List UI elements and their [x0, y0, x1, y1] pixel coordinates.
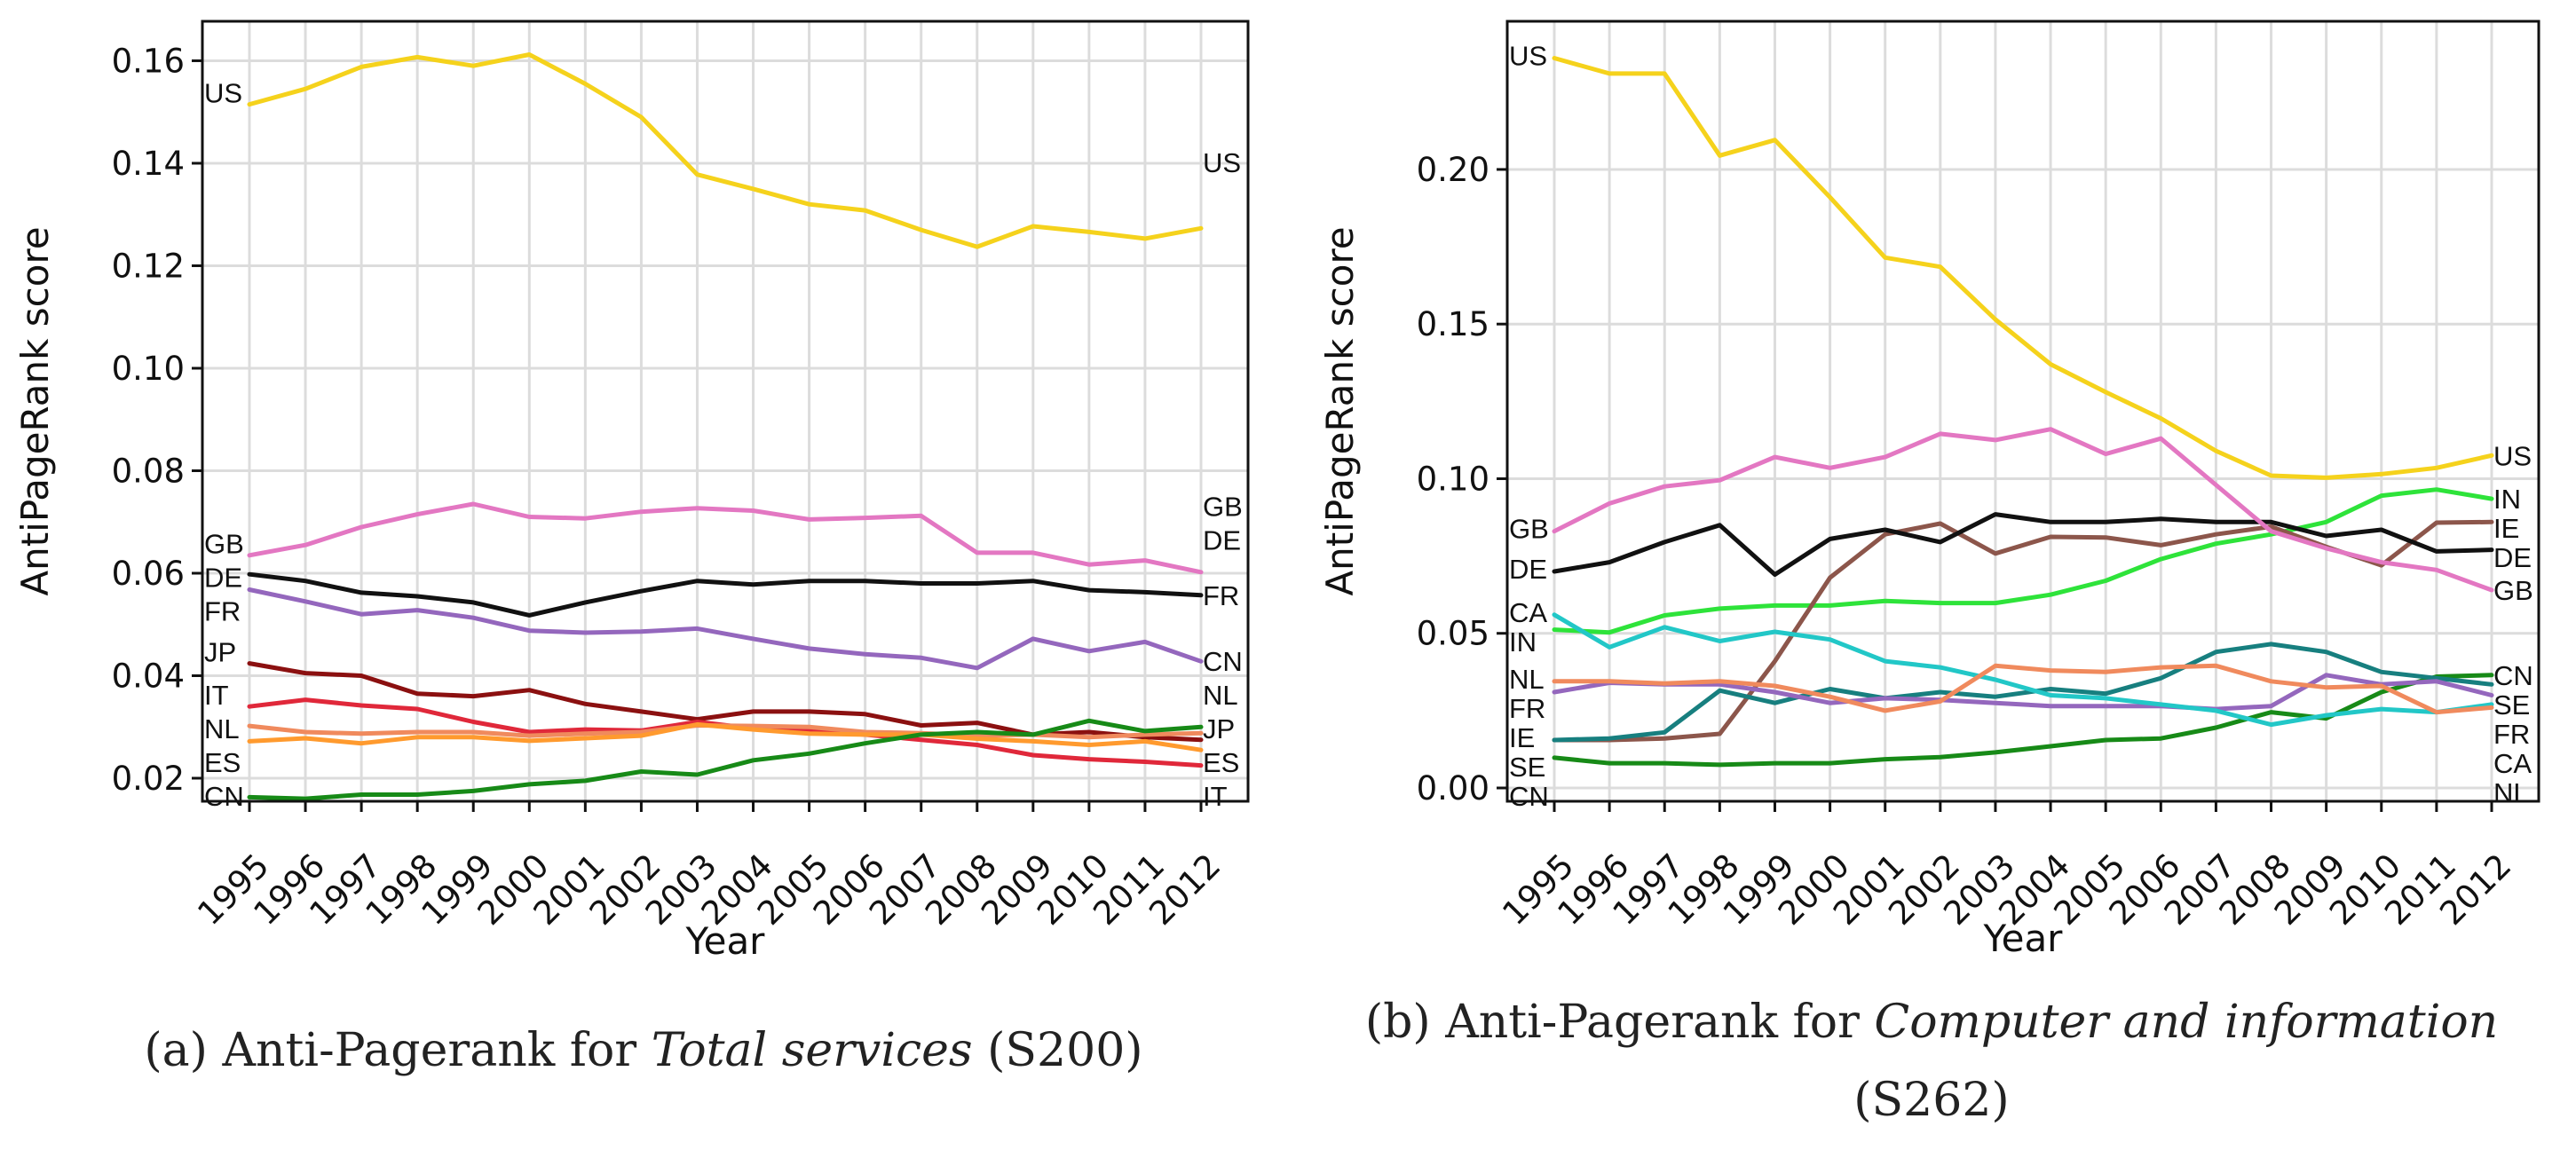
series-label-right-in: IN — [2493, 484, 2521, 515]
series-label-right-fr: FR — [1203, 580, 1239, 611]
series-label-left-gb: GB — [204, 529, 244, 560]
y-tick-label: 0.20 — [1417, 151, 1489, 189]
y-tick-label: 0.05 — [1417, 615, 1489, 653]
series-label-left-us: US — [204, 77, 242, 108]
series-label-left-it: IT — [204, 680, 229, 711]
grid — [202, 21, 1248, 801]
series-label-right-de: DE — [1203, 525, 1241, 556]
caption-b-suffix: (S262) — [1853, 1074, 2010, 1127]
plot-frame — [1505, 20, 2540, 803]
series-label-left-fr: FR — [204, 596, 241, 627]
series-label-right-ie: IE — [2493, 513, 2519, 544]
series-line-ca — [1552, 612, 2494, 728]
y-axis-label: AntiPageRank score — [1318, 226, 1362, 595]
series-label-right-us: US — [1203, 147, 1241, 178]
caption-b-italic: Computer and information — [1874, 996, 2499, 1049]
series-label-left-fr: FR — [1509, 693, 1545, 724]
series-label-left-ie: IE — [1509, 722, 1535, 753]
series-label-right-gb: GB — [2493, 575, 2533, 606]
caption-a-italic: Total services — [651, 1024, 973, 1077]
anti-pagerank-total-services-chart: 0.02 0.04 0.06 0.08 0.10 0.12 0.14 0.16 19951996… — [13, 20, 1250, 963]
series-line-us — [247, 52, 1204, 249]
series-label-right-es: ES — [1203, 747, 1239, 778]
series-label-right-cn: CN — [2493, 660, 2533, 691]
series-label-left-in: IN — [1509, 626, 1537, 658]
y-tick-label: 0.10 — [112, 350, 185, 388]
series-line-fr — [1552, 673, 2494, 712]
series-label-right-cn: CN — [1203, 646, 1243, 677]
series-label-left-de: DE — [1509, 554, 1547, 585]
y-ticks: 0.02 0.04 0.06 0.08 0.10 0.12 0.14 0.16 — [112, 42, 202, 798]
series-lines — [247, 52, 1204, 801]
caption-a-suffix: (S200) — [972, 1024, 1143, 1077]
grid — [1507, 21, 2539, 801]
plot-frame — [201, 20, 1250, 803]
series-label-right-de: DE — [2493, 542, 2532, 573]
y-tick-label: 0.08 — [112, 452, 185, 490]
y-tick-label: 0.06 — [112, 555, 185, 593]
y-tick-label: 0.02 — [112, 760, 185, 798]
series-line-gb — [247, 501, 1204, 575]
series-lines — [1552, 56, 2494, 768]
series-label-right-se: SE — [2493, 689, 2530, 721]
series-label-right-us: US — [2493, 440, 2532, 471]
x-ticks: 1995199619971998199920002001200220032004… — [190, 801, 1228, 933]
y-axis-label: AntiPageRank score — [13, 226, 57, 595]
series-line-cn — [247, 718, 1204, 801]
caption-a: (a) Anti-Pagerank for Total services (S2… — [0, 1012, 1287, 1090]
series-line-es — [247, 721, 1204, 752]
series-line-se — [1552, 642, 2494, 743]
series-label-left-se: SE — [1509, 752, 1545, 783]
series-label-left-gb: GB — [1509, 514, 1549, 545]
series-label-right-gb: GB — [1203, 492, 1243, 523]
series-line-us — [1552, 56, 2494, 480]
y-tick-label: 0.04 — [112, 658, 185, 696]
series-line-fr — [247, 587, 1204, 671]
series-line-in — [1552, 487, 2494, 635]
series-label-left-jp: JP — [204, 636, 236, 667]
series-label-left-ca: CA — [1509, 597, 1547, 628]
series-label-right-nl: NL — [2493, 777, 2529, 808]
y-tick-label: 0.10 — [1417, 460, 1489, 498]
y-tick-label: 0.16 — [112, 42, 185, 80]
series-label-right-fr: FR — [2493, 719, 2530, 750]
y-tick-label: 0.00 — [1417, 769, 1489, 807]
x-axis-label: Year — [685, 919, 766, 963]
x-ticks: 1995199619971998199920002001200220032004… — [1495, 801, 2518, 933]
series-line-nl — [1552, 663, 2494, 715]
caption-b-prefix: (b) Anti-Pagerank for — [1364, 996, 1875, 1049]
series-label-left-es: ES — [204, 747, 241, 778]
y-tick-label: 0.15 — [1417, 305, 1489, 343]
caption-b: (b) Anti-Pagerank for Computer and infor… — [1287, 983, 2576, 1139]
anti-pagerank-computer-information-chart: 0.00 0.05 0.10 0.15 0.20 19951996199719981999… — [1318, 20, 2540, 960]
series-label-right-nl: NL — [1203, 680, 1238, 711]
series-line-de — [1552, 512, 2494, 577]
series-label-left-cn: CN — [1509, 781, 1549, 812]
x-axis-label: Year — [1983, 917, 2064, 960]
series-label-right-ca: CA — [2493, 748, 2532, 779]
y-tick-label: 0.14 — [112, 145, 185, 183]
y-tick-label: 0.12 — [112, 247, 185, 285]
series-label-left-nl: NL — [204, 713, 240, 744]
series-label-left-us: US — [1509, 40, 1547, 71]
series-label-left-cn: CN — [204, 781, 244, 812]
series-label-left-de: DE — [204, 563, 242, 594]
series-line-de — [247, 571, 1204, 618]
series-label-right-jp: JP — [1203, 713, 1235, 744]
series-label-right-it: IT — [1203, 781, 1228, 812]
caption-a-prefix: (a) Anti-Pagerank for — [144, 1024, 652, 1077]
chart-panel-a: 0.02 0.04 0.06 0.08 0.10 0.12 0.14 0.16 1995 1996… — [0, 0, 1287, 1150]
chart-panel-b: 0.00 0.05 0.10 0.15 0.20 1995 1996 1997 1998 1999… — [1287, 0, 2576, 1150]
series-label-left-nl: NL — [1509, 664, 1545, 695]
series-line-gb — [1552, 427, 2494, 593]
y-ticks: 0.00 0.05 0.10 0.15 0.20 — [1417, 151, 1507, 807]
